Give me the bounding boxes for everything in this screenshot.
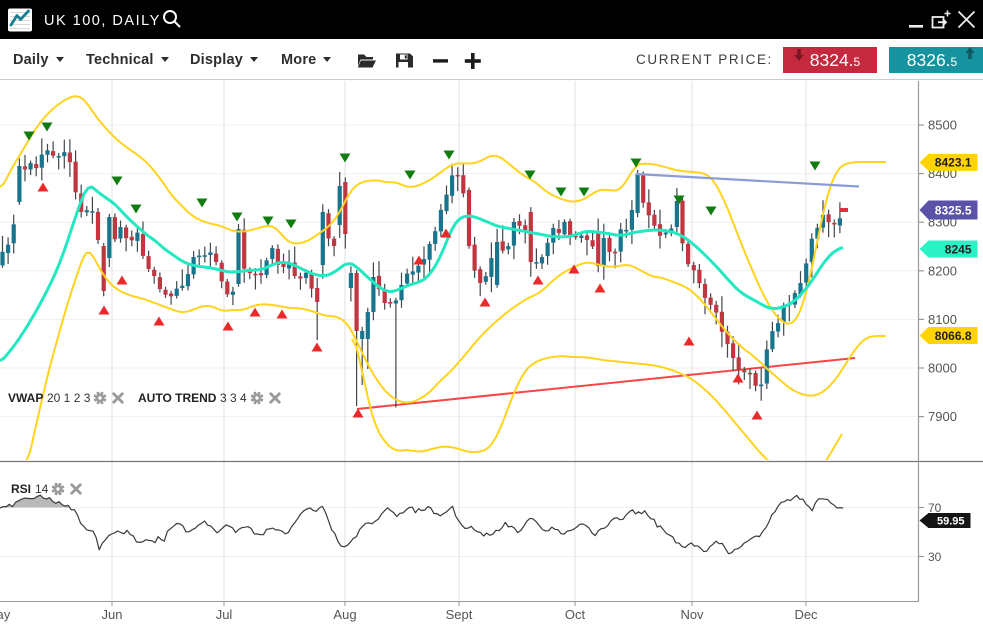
svg-text:UK 100, DAILY: UK 100, DAILY <box>44 13 161 29</box>
svg-text:8325.5: 8325.5 <box>935 203 972 217</box>
svg-text:3 3 4: 3 3 4 <box>220 391 247 405</box>
svg-text:30: 30 <box>928 550 942 564</box>
svg-text:Nov: Nov <box>680 607 704 622</box>
svg-text:8100: 8100 <box>928 312 957 327</box>
svg-text:70: 70 <box>928 501 942 515</box>
svg-text:RSI: RSI <box>11 482 31 496</box>
svg-text:8500: 8500 <box>928 118 957 133</box>
svg-text:VWAP: VWAP <box>8 391 43 405</box>
svg-text:Jun: Jun <box>102 607 123 622</box>
svg-text:8066.8: 8066.8 <box>935 329 972 343</box>
svg-text:8200: 8200 <box>928 263 957 278</box>
svg-text:Aug: Aug <box>333 607 356 622</box>
svg-text:AUTO TREND: AUTO TREND <box>138 391 217 405</box>
svg-text:Sept: Sept <box>446 607 473 622</box>
svg-text:20 1 2 3: 20 1 2 3 <box>47 391 91 405</box>
svg-text:14: 14 <box>35 482 49 496</box>
svg-text:8423.1: 8423.1 <box>935 156 972 170</box>
svg-text:May: May <box>0 607 11 622</box>
svg-text:Dec: Dec <box>794 607 818 622</box>
svg-text:59.95: 59.95 <box>937 516 965 528</box>
svg-text:Jul: Jul <box>216 607 233 622</box>
svg-text:Oct: Oct <box>565 607 586 622</box>
svg-text:8245: 8245 <box>945 242 972 256</box>
svg-text:8000: 8000 <box>928 361 957 376</box>
svg-text:7900: 7900 <box>928 409 957 424</box>
